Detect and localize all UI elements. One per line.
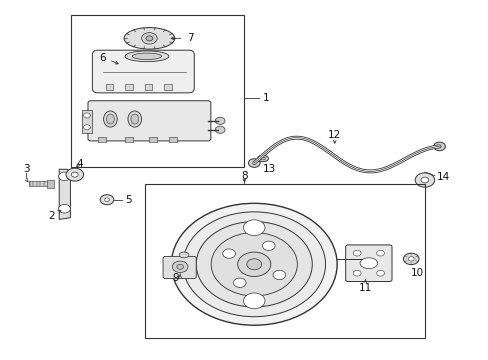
Circle shape: [172, 261, 187, 273]
Text: 4: 4: [76, 159, 83, 169]
FancyBboxPatch shape: [345, 245, 391, 282]
Circle shape: [243, 293, 264, 309]
Circle shape: [59, 172, 70, 181]
Ellipse shape: [128, 111, 142, 127]
Ellipse shape: [106, 114, 114, 124]
Circle shape: [83, 125, 90, 130]
Bar: [46, 180, 54, 188]
Circle shape: [246, 259, 261, 270]
Circle shape: [223, 249, 235, 258]
Text: 7: 7: [186, 33, 193, 43]
Ellipse shape: [131, 114, 139, 124]
Circle shape: [237, 252, 270, 276]
Text: 2: 2: [48, 211, 55, 221]
Circle shape: [59, 204, 70, 213]
Circle shape: [243, 220, 264, 235]
Ellipse shape: [257, 155, 268, 162]
Circle shape: [211, 233, 297, 296]
Text: 14: 14: [436, 172, 449, 182]
Text: 9: 9: [172, 273, 178, 283]
Circle shape: [272, 270, 285, 280]
Text: 3: 3: [22, 164, 29, 174]
Circle shape: [414, 173, 434, 187]
Bar: [125, 137, 133, 141]
Bar: [82, 110, 92, 134]
Text: 1: 1: [263, 93, 269, 103]
Bar: [98, 137, 106, 141]
Text: 6: 6: [99, 53, 105, 63]
FancyBboxPatch shape: [92, 50, 194, 93]
Circle shape: [71, 172, 78, 177]
Ellipse shape: [124, 28, 174, 49]
Circle shape: [248, 159, 260, 167]
Text: 13: 13: [263, 164, 276, 174]
Text: 8: 8: [241, 171, 247, 181]
Circle shape: [146, 36, 153, 41]
Ellipse shape: [103, 111, 117, 127]
Polygon shape: [59, 169, 70, 220]
Circle shape: [376, 250, 384, 256]
Ellipse shape: [179, 252, 188, 258]
FancyBboxPatch shape: [88, 101, 210, 141]
Circle shape: [233, 278, 245, 287]
Text: 5: 5: [125, 195, 131, 205]
Circle shape: [183, 212, 325, 317]
Circle shape: [66, 168, 83, 181]
Circle shape: [433, 142, 445, 151]
Ellipse shape: [132, 53, 161, 59]
Ellipse shape: [260, 157, 265, 160]
Circle shape: [104, 198, 109, 202]
Text: 10: 10: [410, 268, 423, 278]
Bar: [125, 84, 133, 90]
Bar: [29, 181, 47, 186]
FancyBboxPatch shape: [163, 256, 196, 279]
Circle shape: [142, 33, 157, 44]
Bar: [168, 137, 176, 141]
Circle shape: [215, 117, 224, 125]
Bar: [149, 137, 157, 141]
Bar: [105, 84, 113, 90]
Circle shape: [376, 270, 384, 276]
Text: 11: 11: [358, 283, 371, 293]
Bar: [144, 84, 152, 90]
Circle shape: [403, 253, 418, 265]
Circle shape: [176, 264, 183, 269]
Circle shape: [352, 270, 360, 276]
Circle shape: [262, 241, 275, 251]
Bar: [71, 15, 244, 167]
Circle shape: [83, 113, 90, 118]
Circle shape: [171, 203, 336, 325]
Circle shape: [100, 195, 114, 205]
Ellipse shape: [359, 258, 377, 269]
Circle shape: [407, 257, 413, 261]
Circle shape: [352, 250, 360, 256]
Bar: [144, 184, 424, 338]
Ellipse shape: [125, 51, 168, 62]
Circle shape: [196, 222, 312, 307]
Bar: [163, 84, 171, 90]
Circle shape: [420, 177, 428, 183]
Circle shape: [215, 126, 224, 134]
Text: 12: 12: [327, 130, 341, 140]
